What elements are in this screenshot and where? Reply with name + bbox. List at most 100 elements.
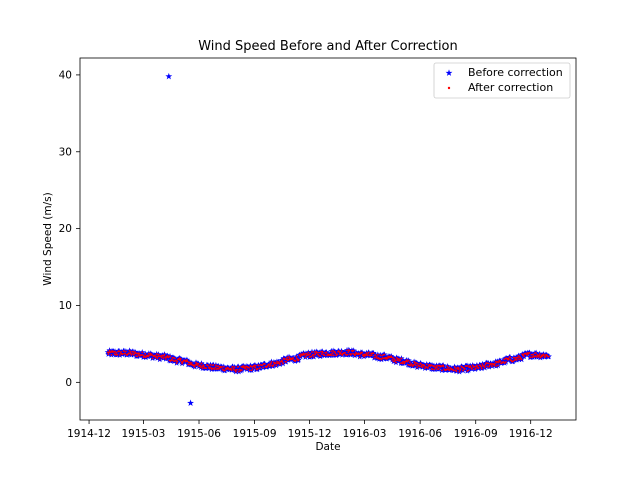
- after-correction-point: [286, 356, 289, 359]
- after-correction-point: [230, 367, 232, 370]
- after-correction-point: [543, 354, 545, 356]
- after-correction-point: [304, 356, 307, 359]
- after-correction-point: [109, 351, 112, 354]
- chart-title: Wind Speed Before and After Correction: [198, 39, 458, 54]
- after-correction-point: [186, 358, 188, 361]
- legend-star-marker: [445, 69, 453, 76]
- after-correction-point: [457, 367, 460, 369]
- after-correction-point: [118, 354, 121, 357]
- after-correction-point: [495, 365, 498, 368]
- y-tick-label: 20: [59, 223, 72, 235]
- after-correction-point: [334, 352, 337, 355]
- after-correction-point: [334, 351, 336, 353]
- after-correction-point: [481, 363, 484, 365]
- after-correction-point: [477, 366, 480, 369]
- after-correction-point: [442, 365, 445, 368]
- after-correction-point: [344, 351, 347, 354]
- after-correction-point: [128, 349, 131, 352]
- after-correction-point: [299, 355, 302, 358]
- after-correction-point: [346, 353, 349, 356]
- after-correction-point: [503, 362, 506, 364]
- x-tick-label: 1916-12: [509, 428, 553, 440]
- after-correction-point: [295, 355, 298, 358]
- after-correction-point: [538, 354, 541, 357]
- after-correction-point: [270, 360, 273, 363]
- x-tick-label: 1916-06: [398, 428, 442, 440]
- after-correction-point: [412, 364, 415, 366]
- after-correction-point: [494, 362, 496, 365]
- after-correction-point: [190, 362, 193, 364]
- after-correction-point: [230, 369, 233, 371]
- after-correction-point: [237, 370, 240, 373]
- after-correction-point: [499, 360, 502, 362]
- after-correction-point: [459, 368, 462, 371]
- y-tick-label: 10: [59, 300, 72, 312]
- after-correction-point: [202, 365, 205, 368]
- after-correction-point: [261, 364, 264, 367]
- after-correction-point: [212, 364, 215, 366]
- after-correction-point: [275, 364, 278, 367]
- before-correction-outlier: [165, 72, 173, 80]
- after-correction-point: [535, 352, 538, 354]
- after-correction-point: [434, 367, 437, 369]
- after-correction-point: [222, 365, 225, 368]
- after-correction-point: [305, 354, 308, 357]
- x-tick-label: 1916-09: [454, 428, 498, 440]
- after-correction-point: [379, 354, 382, 356]
- after-correction-point: [405, 359, 408, 362]
- after-correction-point: [147, 352, 150, 355]
- after-correction-point: [341, 354, 344, 356]
- after-correction-point: [311, 351, 313, 353]
- after-correction-point: [413, 363, 416, 365]
- after-correction-point: [158, 358, 161, 361]
- after-correction-point: [483, 365, 486, 367]
- data-markers: [104, 72, 552, 406]
- after-correction-point: [372, 352, 375, 355]
- after-correction-point: [201, 367, 204, 370]
- after-correction-point: [209, 363, 212, 366]
- after-correction-point: [383, 353, 386, 356]
- after-correction-point: [254, 366, 257, 369]
- after-correction-point: [375, 355, 378, 358]
- after-correction-point: [446, 365, 449, 368]
- after-correction-point: [302, 352, 305, 355]
- after-correction-point: [193, 366, 196, 368]
- x-tick-label: 1915-12: [288, 428, 332, 440]
- after-correction-point: [197, 362, 200, 365]
- after-correction-point: [416, 366, 419, 369]
- after-correction-point: [179, 359, 182, 362]
- after-correction-point: [248, 369, 251, 372]
- after-correction-point: [418, 365, 421, 368]
- after-correction-point: [410, 363, 413, 366]
- after-correction-point: [292, 357, 295, 359]
- after-correction-point: [480, 365, 483, 368]
- after-correction-point: [120, 350, 122, 353]
- after-correction-point: [163, 353, 166, 356]
- after-correction-point: [236, 368, 238, 371]
- x-tick-label: 1915-06: [177, 428, 221, 440]
- after-correction-point: [254, 364, 257, 367]
- after-correction-point: [251, 368, 254, 370]
- after-correction-point: [409, 364, 412, 367]
- after-correction-point: [367, 351, 370, 354]
- after-correction-point: [526, 354, 528, 356]
- after-correction-point: [467, 369, 470, 372]
- after-correction-point: [144, 352, 147, 355]
- after-correction-point: [283, 358, 286, 360]
- after-correction-point: [287, 358, 290, 361]
- after-correction-point: [199, 366, 202, 369]
- after-correction-point: [132, 351, 135, 353]
- after-correction-point: [176, 360, 179, 363]
- after-correction-point: [400, 357, 403, 360]
- after-correction-point: [155, 355, 158, 358]
- after-correction-point: [215, 364, 217, 367]
- after-correction-point: [509, 356, 512, 359]
- after-correction-point: [544, 355, 547, 358]
- after-correction-point: [532, 353, 535, 356]
- after-correction-point: [325, 351, 328, 354]
- legend-dot-marker: [447, 86, 451, 90]
- after-correction-point: [437, 368, 440, 370]
- after-correction-point: [401, 362, 404, 365]
- after-correction-point: [179, 357, 182, 360]
